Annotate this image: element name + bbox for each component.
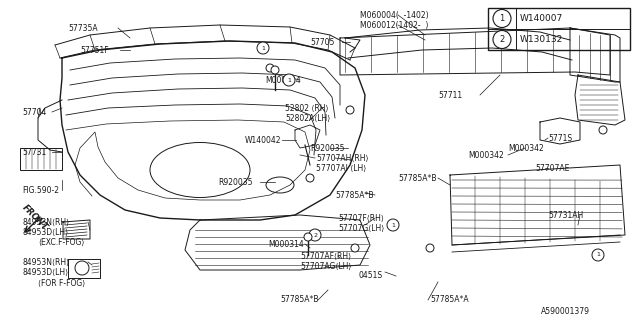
Text: 57731: 57731 [22, 148, 46, 156]
Text: 2: 2 [499, 35, 504, 44]
Circle shape [493, 10, 511, 28]
Circle shape [426, 244, 434, 252]
Text: ⟨FOR F-FOG⟩: ⟨FOR F-FOG⟩ [38, 278, 85, 287]
Text: 57707AE: 57707AE [535, 164, 570, 172]
Circle shape [599, 126, 607, 134]
Text: 0451S: 0451S [358, 271, 382, 281]
Text: M000314: M000314 [265, 76, 301, 84]
Text: FIG.590-2: FIG.590-2 [22, 186, 59, 195]
Circle shape [309, 229, 321, 241]
Text: A590001379: A590001379 [541, 308, 590, 316]
Circle shape [257, 42, 269, 54]
Text: 5771S: 5771S [548, 133, 572, 142]
Text: 1: 1 [596, 252, 600, 258]
Text: 84953N⟨RH⟩: 84953N⟨RH⟩ [22, 218, 69, 227]
Circle shape [306, 174, 314, 182]
Text: 57707AF⟨RH⟩: 57707AF⟨RH⟩ [300, 252, 351, 260]
Text: 52802 ⟨RH⟩: 52802 ⟨RH⟩ [285, 103, 328, 113]
Circle shape [387, 219, 399, 231]
Text: 57707AG⟨LH⟩: 57707AG⟨LH⟩ [300, 261, 351, 270]
Text: 84953D⟨LH⟩: 84953D⟨LH⟩ [22, 228, 68, 236]
Text: 1: 1 [261, 45, 265, 51]
Text: M060012(1402-  ): M060012(1402- ) [360, 20, 428, 29]
Circle shape [283, 74, 295, 86]
Text: 84953D⟨LH⟩: 84953D⟨LH⟩ [22, 268, 68, 276]
Text: 57707AI ⟨LH⟩: 57707AI ⟨LH⟩ [316, 164, 366, 172]
Text: 1: 1 [287, 77, 291, 83]
Text: 57735A: 57735A [68, 23, 98, 33]
Circle shape [266, 64, 274, 72]
Circle shape [493, 30, 511, 49]
Text: 57731AH: 57731AH [548, 211, 583, 220]
Text: R920035: R920035 [218, 178, 253, 187]
Text: 2: 2 [313, 233, 317, 237]
Text: 57785A*B: 57785A*B [398, 173, 436, 182]
Text: 57705: 57705 [310, 37, 334, 46]
Text: ⟨EXC.F-FOG⟩: ⟨EXC.F-FOG⟩ [38, 237, 84, 246]
Text: 57707AH⟨RH⟩: 57707AH⟨RH⟩ [316, 154, 369, 163]
Circle shape [271, 66, 279, 74]
Text: M000314: M000314 [268, 239, 304, 249]
Text: 52802A⟨LH⟩: 52802A⟨LH⟩ [285, 114, 330, 123]
Text: FRONT: FRONT [20, 204, 49, 233]
Text: 57785A*B: 57785A*B [280, 295, 319, 305]
Text: 57707G⟨LH⟩: 57707G⟨LH⟩ [338, 223, 384, 233]
Text: M000342: M000342 [468, 150, 504, 159]
Text: 1: 1 [499, 14, 504, 23]
Bar [488, 8, 630, 50]
Text: 1: 1 [391, 222, 395, 228]
Bar [20, 148, 62, 170]
Text: W130132: W130132 [520, 35, 563, 44]
Text: W140007: W140007 [520, 14, 563, 23]
Text: 57751F: 57751F [80, 45, 109, 54]
Text: 57704: 57704 [22, 108, 46, 116]
Circle shape [304, 233, 312, 241]
Text: R920035: R920035 [310, 143, 344, 153]
Text: 57785A*B: 57785A*B [335, 190, 374, 199]
Text: 57785A*A: 57785A*A [430, 295, 468, 305]
Text: M000342: M000342 [508, 143, 544, 153]
Text: 57707F⟨RH⟩: 57707F⟨RH⟩ [338, 213, 384, 222]
Text: W140042: W140042 [245, 135, 282, 145]
Circle shape [592, 249, 604, 261]
Text: 57711: 57711 [438, 91, 462, 100]
Circle shape [346, 106, 354, 114]
Text: 84953N⟨RH⟩: 84953N⟨RH⟩ [22, 258, 69, 267]
Text: M060004(  -1402): M060004( -1402) [360, 11, 429, 20]
Circle shape [351, 244, 359, 252]
